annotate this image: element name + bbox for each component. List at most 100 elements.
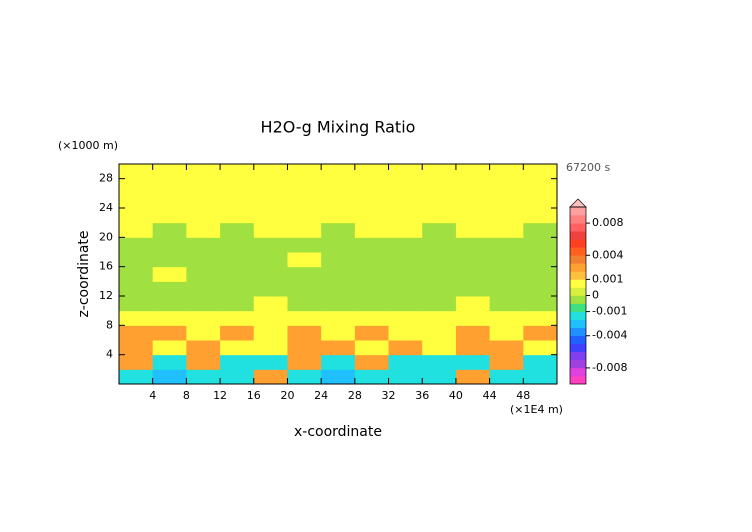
heat-cell [253, 193, 288, 209]
heat-cell [455, 252, 491, 268]
colorbar-band [570, 311, 586, 320]
heat-cell [253, 252, 288, 268]
heat-cell [489, 266, 524, 282]
heat-cell [152, 340, 187, 356]
heat-cell [186, 310, 221, 326]
heat-cell [388, 281, 423, 297]
heat-cell [388, 354, 423, 370]
colorbar-band [570, 263, 586, 272]
heat-cell [220, 325, 255, 341]
heat-cell [220, 193, 255, 209]
heat-cell [354, 266, 390, 282]
colorbar-band [570, 359, 586, 369]
heat-cell [321, 252, 356, 268]
heat-cell [455, 208, 491, 224]
colorbar-band [570, 303, 586, 312]
heat-cell [489, 325, 524, 341]
heat-cell [253, 178, 288, 194]
heat-cell [321, 325, 356, 341]
heat-cell [287, 340, 322, 356]
heat-cell [253, 310, 288, 326]
colorbar-band [570, 367, 586, 377]
heat-cell [455, 296, 491, 312]
heat-cell [253, 208, 288, 224]
heat-cell [186, 164, 221, 180]
colorbar-band [570, 271, 586, 280]
heat-cell [388, 252, 423, 268]
heat-cell [253, 237, 288, 253]
heat-cell [422, 208, 457, 224]
heat-cell [253, 281, 288, 297]
heat-cell [388, 266, 423, 282]
y-tick-label: 8 [106, 318, 113, 331]
heat-cell [455, 222, 491, 238]
colorbar-band [570, 295, 586, 304]
heat-cell [253, 325, 288, 341]
heat-cell [455, 266, 491, 282]
heat-cell [186, 222, 221, 238]
x-unit: (×1E4 m) [510, 403, 563, 416]
heat-cell [455, 237, 491, 253]
heat-cell [287, 325, 322, 341]
heat-cell [321, 310, 356, 326]
heat-cell [388, 222, 423, 238]
heat-cell [119, 222, 154, 238]
heat-cell [354, 310, 390, 326]
heat-cell [523, 281, 558, 297]
heat-cell [119, 340, 154, 356]
colorbar-band [570, 223, 586, 232]
colorbar-band [570, 215, 586, 224]
heat-cell [523, 354, 558, 370]
heat-cell [152, 178, 187, 194]
heat-cell [119, 252, 154, 268]
heat-cell [152, 310, 187, 326]
heat-cell [186, 178, 221, 194]
heat-cell [220, 281, 255, 297]
heat-cell [253, 354, 288, 370]
heat-cell [523, 208, 558, 224]
colorbar-tick-label: -0.001 [592, 305, 627, 318]
x-tick-label: 24 [314, 389, 328, 402]
heat-cell [354, 369, 390, 385]
heat-cell [523, 237, 558, 253]
heat-cell [455, 340, 491, 356]
x-tick-label: 12 [213, 389, 227, 402]
heat-cell [152, 325, 187, 341]
heat-cell [220, 266, 255, 282]
heat-cell [220, 208, 255, 224]
heat-cell [152, 266, 187, 282]
y-tick-label: 28 [99, 172, 113, 185]
x-tick-label: 20 [280, 389, 294, 402]
heat-cell [186, 296, 221, 312]
heat-cell [152, 369, 187, 385]
heat-cell [321, 369, 356, 385]
y-tick-label: 24 [99, 201, 113, 214]
heat-cell [354, 252, 390, 268]
heat-cell [523, 325, 558, 341]
heat-cell [152, 208, 187, 224]
heat-cell [152, 354, 187, 370]
colorbar-tick-label: -0.008 [592, 361, 627, 374]
heat-cell [523, 178, 558, 194]
heat-cell [253, 164, 288, 180]
heat-cell [152, 281, 187, 297]
colorbar-band [570, 239, 586, 248]
plot-frame [118, 163, 558, 385]
y-tick-label: 20 [99, 230, 113, 243]
heat-cell [489, 281, 524, 297]
heat-cell [287, 369, 322, 385]
heat-cell [489, 340, 524, 356]
heat-cell [388, 310, 423, 326]
heat-cell [388, 178, 423, 194]
x-tick-label: 40 [449, 389, 463, 402]
heat-cell [287, 193, 322, 209]
heat-cell [489, 164, 524, 180]
heat-cell [253, 369, 288, 385]
heat-cell [354, 164, 390, 180]
heat-cell [186, 266, 221, 282]
heat-cell [422, 252, 457, 268]
heat-cell [152, 193, 187, 209]
colorbar-tick-label: 0.008 [592, 216, 624, 229]
heat-cell [119, 325, 154, 341]
heat-cell [220, 296, 255, 312]
